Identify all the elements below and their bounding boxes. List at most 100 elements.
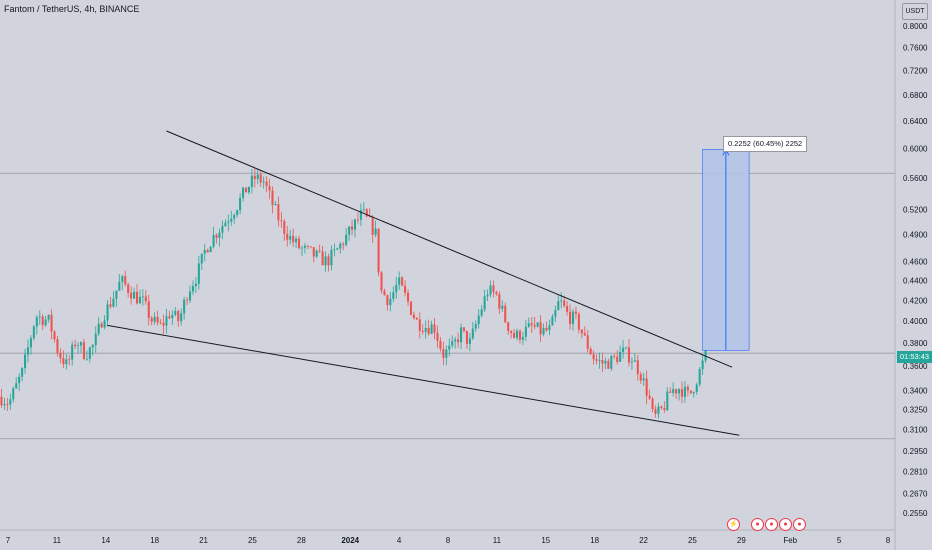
candle-body [29,338,32,348]
candle-body [460,327,463,343]
y-tick-label: 0.5200 [903,205,928,214]
candle-body [71,344,74,360]
candle-body [47,314,50,320]
candle-body [259,174,262,183]
candle-body [315,250,318,257]
candle-body [153,316,156,322]
candle-body [50,314,53,332]
candle-body [368,216,371,218]
lower-trendline[interactable] [107,324,740,436]
candle-body [636,360,639,375]
y-tick-label: 0.5600 [903,174,928,183]
candle-body [53,331,56,340]
candle-body [424,327,427,332]
y-tick-label: 0.3250 [903,406,928,415]
candle-body [268,186,271,191]
us-flag-event-icon[interactable]: ● [779,518,792,531]
candle-body [669,391,672,393]
candle-body [336,248,339,250]
chart-title: Fantom / TetherUS, 4h, BINANCE [4,4,140,14]
candle-body [77,345,80,347]
candle-body [622,347,625,352]
candle-body [371,217,374,235]
currency-button[interactable]: USDT [902,3,928,20]
candle-body [312,247,315,257]
candle-body [654,409,657,414]
candle-body [68,359,71,361]
y-tick-label: 0.2950 [903,447,928,456]
candle-body [683,386,686,397]
candle-body [607,360,610,369]
candle-body [265,181,268,187]
candle-body [342,243,345,245]
candle-body [374,228,377,235]
candle-body [468,338,471,344]
candle-body [162,322,165,326]
candle-body [15,383,18,389]
candle-body [580,329,583,334]
y-tick-label: 0.3100 [903,426,928,435]
candle-body [518,330,522,340]
candle-body [557,301,560,311]
candle-body [97,323,100,334]
candle-body [471,328,474,339]
candle-body [74,344,77,347]
us-flag-event-icon[interactable]: ● [793,518,806,531]
candle-body [589,348,592,355]
candle-body [613,355,616,357]
upper-trendline[interactable] [166,130,733,368]
candle-body [663,408,666,410]
candle-body [536,322,539,327]
candle-body [598,360,601,361]
candle-body [85,358,88,360]
candle-body [38,316,41,318]
y-tick-label: 0.7200 [903,67,928,76]
candle-body [539,322,542,335]
x-tick-label: 22 [639,536,648,545]
candle-body [380,272,383,291]
measure-label: 0.2252 (60.45%) 2252 [723,136,808,152]
candle-body [194,283,197,287]
candle-body [415,318,418,320]
candle-body [595,359,598,361]
candle-body [660,406,663,409]
candle-body [244,187,248,193]
candle-body [239,197,242,211]
candle-body [510,330,513,333]
candle-body [474,324,477,329]
candle-body [451,341,454,346]
candle-body [436,332,439,341]
x-tick-label: 7 [6,536,11,545]
candle-body [353,219,357,230]
candle-body [62,358,65,365]
candle-body [165,316,168,326]
candle-body [498,294,501,309]
x-tick-label: Feb [783,536,797,545]
candle-body [583,333,586,336]
candle-body [200,253,203,264]
candle-body [551,316,554,326]
candle-body [359,210,362,220]
candle-body [457,339,460,343]
candle-body [94,333,97,346]
candle-body [404,285,407,293]
candle-body [59,352,62,359]
candle-body [82,342,85,359]
us-flag-event-icon[interactable]: ● [751,518,764,531]
candle-body [133,291,136,299]
candle-body [242,187,245,198]
candle-body [625,347,628,349]
candle-body [112,298,115,307]
y-tick-label: 0.6000 [903,144,928,153]
candle-body [115,290,118,299]
candle-body [18,376,21,384]
candle-body [174,311,177,315]
candle-body [224,222,227,227]
x-tick-label: 8 [446,536,451,545]
lightning-event-icon[interactable]: ⚡ [727,518,740,531]
us-flag-event-icon[interactable]: ● [765,518,778,531]
y-tick-label: 0.2670 [903,489,928,498]
candle-body [533,325,536,327]
candle-body [41,316,44,326]
